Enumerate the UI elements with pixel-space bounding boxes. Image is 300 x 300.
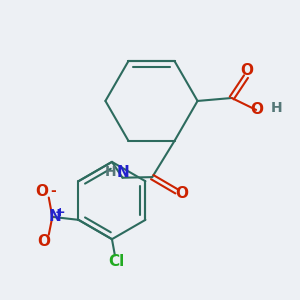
Text: O: O bbox=[250, 102, 263, 117]
Text: +: + bbox=[55, 206, 65, 219]
Text: O: O bbox=[37, 234, 50, 249]
Text: N: N bbox=[48, 209, 61, 224]
Text: H: H bbox=[271, 101, 283, 115]
Text: Cl: Cl bbox=[108, 254, 124, 269]
Text: N: N bbox=[116, 165, 129, 180]
Text: O: O bbox=[36, 184, 49, 199]
Text: O: O bbox=[240, 62, 253, 77]
Text: O: O bbox=[176, 186, 188, 201]
Text: H: H bbox=[104, 165, 116, 179]
Text: -: - bbox=[50, 184, 56, 198]
